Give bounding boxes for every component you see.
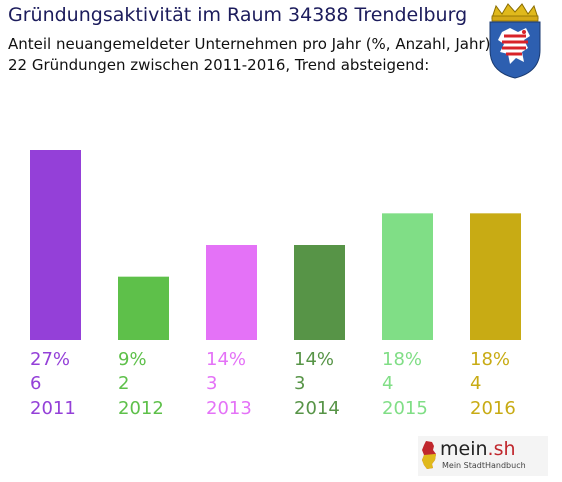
bar-2016 <box>470 213 521 340</box>
chart-subtitle: Anteil neuangemeldeter Unternehmen pro J… <box>8 35 491 53</box>
year-label-2016: 2016 <box>470 398 516 419</box>
percent-label-2014: 14% <box>294 349 334 370</box>
percent-label-2012: 9% <box>118 349 147 370</box>
year-label-2012: 2012 <box>118 398 164 419</box>
bar-2013 <box>206 245 257 340</box>
hessen-coat-of-arms-icon <box>480 2 550 80</box>
bar-2012 <box>118 276 169 340</box>
germany-map-icon <box>422 441 436 469</box>
chart-title: Gründungsaktivität im Raum 34388 Trendel… <box>8 4 468 26</box>
logo-domain: .sh <box>487 438 516 460</box>
percent-label-2015: 18% <box>382 349 422 370</box>
percent-label-2011: 27% <box>30 349 70 370</box>
count-label-2015: 4 <box>382 373 393 394</box>
year-label-2013: 2013 <box>206 398 252 419</box>
percent-label-2016: 18% <box>470 349 510 370</box>
bar-2015 <box>382 213 433 340</box>
percent-label-2013: 14% <box>206 349 246 370</box>
logo-tagline: Mein StadtHandbuch <box>442 461 526 470</box>
count-label-2012: 2 <box>118 373 129 394</box>
count-label-2014: 3 <box>294 373 305 394</box>
mein-sh-logo: mein.sh Mein StadtHandbuch <box>418 436 548 476</box>
year-label-2011: 2011 <box>30 398 76 419</box>
bar-2011 <box>30 150 81 340</box>
count-label-2013: 3 <box>206 373 217 394</box>
count-label-2016: 4 <box>470 373 481 394</box>
year-label-2015: 2015 <box>382 398 428 419</box>
logo-name: mein <box>440 438 488 460</box>
chart-summary: 22 Gründungen zwischen 2011-2016, Trend … <box>8 56 430 74</box>
bar-2014 <box>294 245 345 340</box>
count-label-2011: 6 <box>30 373 41 394</box>
year-label-2014: 2014 <box>294 398 340 419</box>
